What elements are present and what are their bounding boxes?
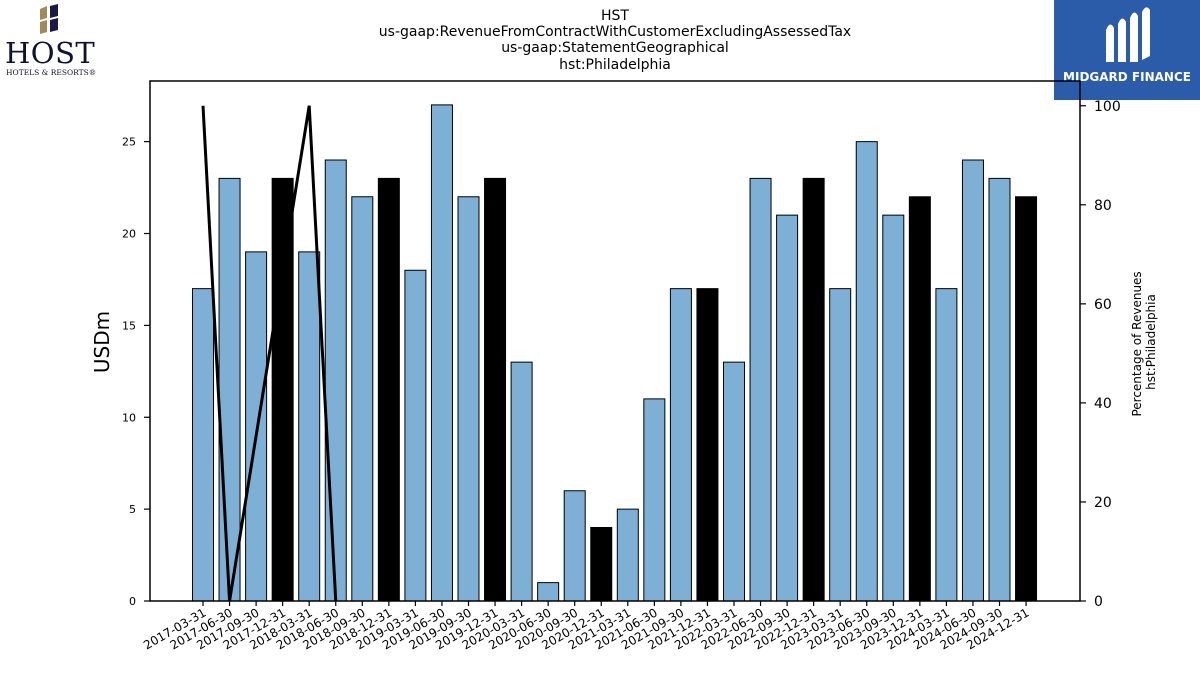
bar-2024-12-31 [1015,196,1038,602]
bar-2022-12-31 [802,177,825,602]
bar-2024-09-30 [988,177,1011,602]
y-tick-label-0: 0 [129,595,136,608]
bar-2024-03-31 [935,288,958,602]
bar-2021-03-31 [616,508,639,602]
bar-2017-06-30 [218,177,241,602]
y-tick-label-25: 25 [122,136,136,149]
percentage-line [201,105,338,602]
y2-tick-label-100: 100 [1094,99,1121,115]
y-tick-label-10: 10 [122,411,136,424]
bar-2017-03-31 [192,288,214,602]
bar-2018-09-30 [351,196,374,602]
title-line-3: us-gaap:StatementGeographical [501,40,729,56]
x-axis: 2017-03-312017-06-302017-09-302017-12-31… [141,601,1032,652]
y2-axis-label-line-2: hst:Philadelphia [1144,294,1158,390]
y2-tick-label-80: 80 [1094,198,1112,214]
y2-tick-label-0: 0 [1094,594,1103,610]
bar-2019-09-30 [457,196,480,602]
host-wordmark: HOST [5,36,96,70]
bar-2018-12-31 [377,177,400,602]
bar-2018-03-31 [298,251,321,602]
bar-2023-12-31 [908,196,931,602]
bar-2022-09-30 [776,214,799,602]
bar-2017-09-30 [245,251,268,602]
bar-2022-06-30 [749,177,772,602]
midgard-wordmark: MIDGARD FINANCE [1063,70,1191,84]
bar-2021-12-31 [696,288,719,602]
bar-2022-03-31 [723,361,745,602]
y2-tick-label-40: 40 [1094,396,1112,412]
bar-2018-06-30 [324,159,347,602]
y2-tick-label-20: 20 [1094,495,1112,511]
bar-2021-06-30 [643,398,666,602]
bar-2019-03-31 [404,269,427,602]
title-line-2: us-gaap:RevenueFromContractWithCustomerE… [378,24,852,40]
y2-tick-label-60: 60 [1094,297,1112,313]
y-tick-label-5: 5 [129,503,136,516]
y-axis-label: USDm [90,311,114,373]
y2-axis-label-line-1: Percentage of Revenues [1130,271,1144,416]
bar-2020-06-30 [537,582,560,602]
bar-2023-06-30 [855,141,878,602]
bar-2019-12-31 [484,177,507,602]
bars [192,104,1038,602]
percentage-series-line [201,105,338,602]
y-axis-right: 0 20 40 60 80 100 [1080,99,1121,610]
title-line-1: HST [601,8,629,24]
host-tagline: HOTELS & RESORTS® [6,68,97,77]
midgard-logo: MIDGARD FINANCE [1054,0,1200,100]
host-emblem-icon [40,4,58,34]
title-line-4: hst:Philadelphia [559,57,671,73]
bar-2017-12-31 [271,177,294,602]
y2-axis-label: Percentage of Revenues hst:Philadelphia [1130,267,1158,416]
bar-2024-06-30 [961,159,984,602]
y-tick-label-20: 20 [122,228,136,241]
bar-2019-06-30 [430,104,453,602]
bar-2020-09-30 [563,490,586,602]
bar-2023-03-31 [829,288,852,602]
y-axis-left: 0 5 10 15 20 25 [122,136,150,608]
bar-2021-09-30 [669,288,692,602]
plot-frame [149,80,1081,602]
bar-2020-03-31 [510,361,533,602]
midgard-emblem-icon [1106,7,1150,63]
host-logo: HOST HOTELS & RESORTS® [2,4,102,77]
y-tick-label-15: 15 [122,319,136,332]
bar-2020-12-31 [590,527,613,602]
bar-2023-09-30 [882,214,905,602]
